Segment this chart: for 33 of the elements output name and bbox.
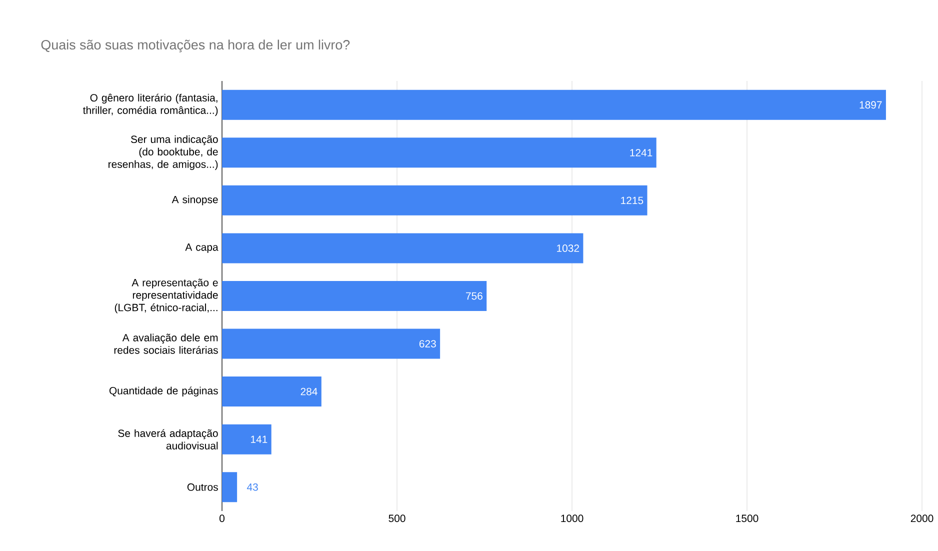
x-tick-label: 500 [388, 514, 406, 522]
bar [222, 90, 886, 120]
bar [222, 472, 238, 502]
data-label: 1897 [860, 101, 882, 109]
x-tick-label: 0 [220, 514, 225, 522]
bar [222, 280, 487, 311]
bar [222, 328, 440, 359]
y-tick-label: O gênero literário (fantasia, thriller, comédia romântica...) [83, 94, 218, 116]
data-label: 1032 [557, 244, 579, 252]
x-tick-label: 2000 [910, 514, 934, 522]
y-tick-label: Quantidade de páginas [109, 386, 218, 396]
data-label: 756 [466, 292, 482, 300]
bar [222, 233, 584, 264]
chart-title: Quais são suas motivações na hora de ler um livro? [41, 40, 350, 52]
bar [222, 185, 648, 216]
data-label: 623 [419, 340, 436, 348]
y-tick-label: A avaliação dele em redes sociais literárias [114, 334, 218, 354]
y-tick-label: Ser uma indicação (do booktube, de resenhas, de amigos...) [108, 135, 218, 170]
bar [222, 138, 656, 168]
data-label: 1215 [621, 196, 644, 204]
x-tick-label: 1500 [736, 514, 758, 522]
y-tick-label: A sinopse [172, 196, 218, 206]
bar [222, 424, 272, 454]
x-tick-label: 1000 [561, 514, 584, 522]
data-label: 1241 [630, 149, 652, 156]
data-label: 43 [246, 483, 258, 491]
y-tick-label: Se haverá adaptação audiovisual [118, 429, 218, 450]
bar [222, 376, 322, 407]
data-label: 284 [300, 388, 318, 396]
y-tick-label: Outros [187, 483, 218, 491]
y-tick-label: A representação e representatividade (LGBT, étnico-racial,... [114, 278, 218, 314]
data-label: 141 [251, 436, 268, 443]
y-tick-label: A capa [185, 244, 218, 253]
